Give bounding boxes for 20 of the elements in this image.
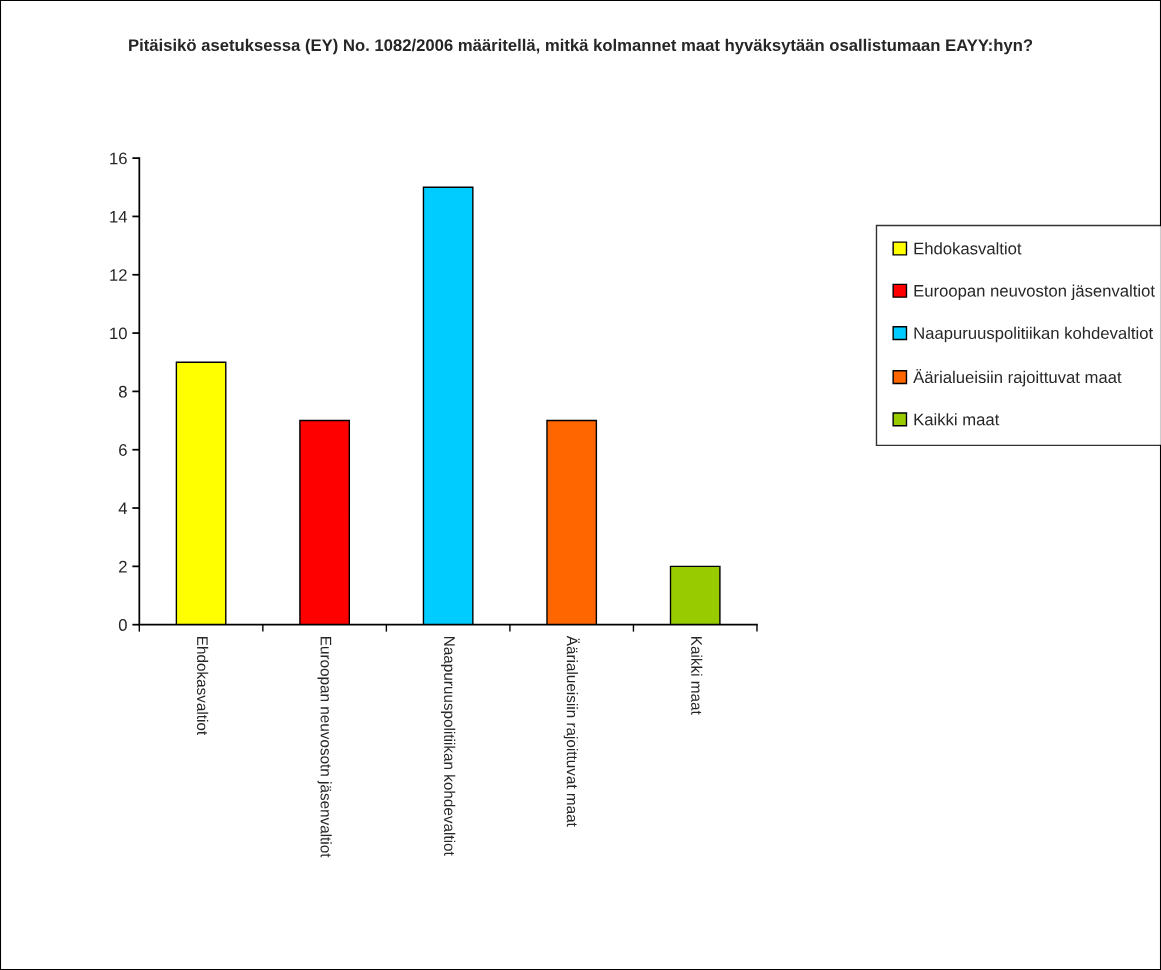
legend-label: Ehdokasvaltiot xyxy=(914,242,1022,255)
y-tick-label: 16 xyxy=(110,152,127,165)
legend-label: Naapuruuspolitiikan kohdevaltiot xyxy=(914,326,1153,343)
x-tick-label: Äärialueisiin rajoittuvat maat xyxy=(563,635,580,827)
x-tick-label: Euroopan neuvosotn jäsenvaltiot xyxy=(317,637,332,858)
x-tick-label: Ehdokasvaltiot xyxy=(196,637,209,736)
y-tick-label: 2 xyxy=(119,560,127,573)
y-tick-label: 12 xyxy=(110,269,127,281)
y-tick-label: 10 xyxy=(110,327,127,340)
legend-label: Äärialueisiin rajoittuvat maat xyxy=(913,369,1122,387)
legend-label: Kaikki maat xyxy=(914,413,1000,426)
legend-label: Euroopan neuvoston jäsenvaltiot xyxy=(914,284,1155,301)
x-tick-label: Kaikki maat xyxy=(691,637,703,715)
chart-title: Pitäisikö asetuksessa (EY) No. 1082/2006 määritellä, mitkä kolmannet maat hyväksytään osallistumaan EAYY:hyn? xyxy=(129,38,1033,55)
y-tick-label: 0 xyxy=(118,619,127,631)
x-tick-label: Naapuruuspolitiikan kohdevaltiot xyxy=(441,637,456,856)
y-tick-label: 6 xyxy=(119,444,127,456)
y-tick-label: 8 xyxy=(118,385,127,398)
y-tick-label: 14 xyxy=(110,211,128,223)
y-tick-label: 4 xyxy=(118,502,128,515)
